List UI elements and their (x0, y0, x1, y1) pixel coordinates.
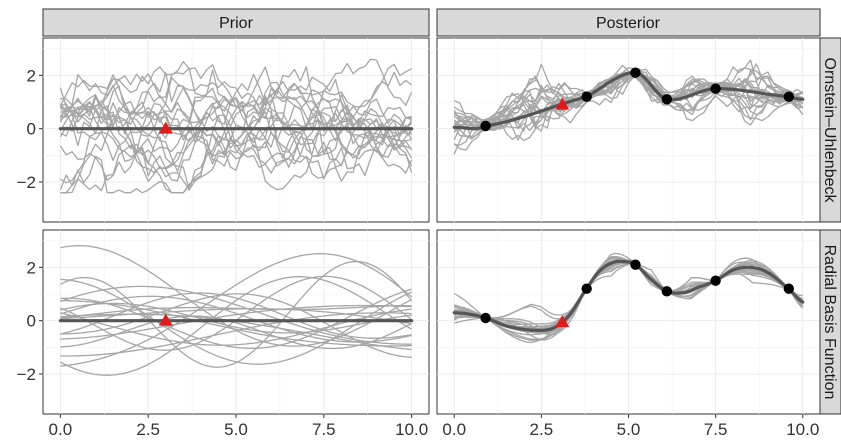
strip-label-ou: Ornstein–Uhlenbeck (821, 58, 838, 204)
sample-line (60, 315, 412, 350)
query-triangle (555, 315, 570, 327)
observation-point (630, 259, 641, 270)
sample-line (60, 293, 412, 358)
sample-line (60, 76, 413, 173)
x-tick-label: 7.5 (704, 420, 728, 439)
query-triangle (158, 313, 173, 326)
query-triangle (555, 97, 570, 110)
sample-line (60, 278, 412, 365)
sample-lines (59, 58, 413, 194)
observation-point (581, 283, 592, 294)
strip-row-ou: Ornstein–Uhlenbeck (819, 37, 841, 223)
mean-line (452, 259, 805, 332)
strip-label-posterior: Posterior (596, 15, 661, 32)
observation-point (480, 120, 491, 132)
x-tick-label: 10.0 (395, 420, 428, 439)
x-tick-label: 2.5 (530, 420, 554, 439)
y-tick-label: 2 (27, 66, 36, 85)
query-triangle (158, 121, 173, 134)
observation-point (480, 312, 491, 324)
sample-line (60, 292, 412, 339)
sample-line (59, 100, 413, 182)
sample-line (59, 95, 413, 191)
panel-posterior-ou (436, 37, 821, 223)
x-tick-label: 5.0 (224, 420, 248, 439)
sample-line (60, 276, 412, 376)
strip-label-rbf: Radial Basis Function (821, 245, 838, 400)
sample-line (60, 308, 412, 325)
sample-line (60, 295, 412, 343)
sample-line (60, 260, 413, 368)
x-tick-label: 7.5 (312, 420, 336, 439)
observation-point (710, 83, 721, 94)
sample-line (59, 89, 413, 173)
y-tick-label: 2 (27, 258, 36, 277)
panel-prior-rbf (42, 229, 430, 415)
sample-line (60, 245, 412, 347)
y-tick-label: −2 (17, 365, 36, 384)
sample-line (60, 108, 412, 194)
observation-point (783, 283, 795, 294)
panel-posterior-rbf (436, 229, 821, 415)
strip-column-posterior: Posterior (436, 8, 821, 37)
observation-point (710, 275, 721, 286)
sample-line (59, 125, 413, 181)
sample-line (60, 253, 413, 367)
strip-label-prior: Prior (219, 15, 253, 32)
observation-point (630, 67, 641, 78)
strip-row-rbf: Radial Basis Function (819, 229, 841, 415)
axes: −2 0 2 −2 0 2 0.0 2.5 5.0 7.5 10.0 0.0 2.5 5.0 7.5 10.0 (17, 66, 820, 439)
sample-line (60, 299, 412, 347)
sample-line (60, 66, 412, 158)
panel-prior-ou (42, 37, 430, 223)
sample-line (60, 58, 413, 194)
observation-point (661, 286, 673, 297)
x-tick-label: 2.5 (136, 420, 160, 439)
sample-line (454, 262, 804, 341)
y-tick-label: 0 (27, 312, 36, 331)
x-tick-label: 5.0 (617, 420, 641, 439)
sample-line (454, 64, 803, 146)
y-tick-label: −2 (17, 173, 36, 192)
strip-column-prior: Prior (42, 8, 430, 37)
y-tick-label: 0 (27, 120, 36, 139)
observation-point (661, 94, 673, 105)
x-tick-label: 0.0 (49, 420, 73, 439)
sample-line (59, 66, 412, 129)
observation-point (581, 91, 592, 102)
observation-point (783, 91, 795, 102)
sample-line (453, 252, 803, 341)
sample-lines (60, 245, 413, 376)
x-tick-label: 0.0 (442, 420, 466, 439)
x-tick-label: 10.0 (786, 420, 819, 439)
mean-line (452, 71, 805, 131)
